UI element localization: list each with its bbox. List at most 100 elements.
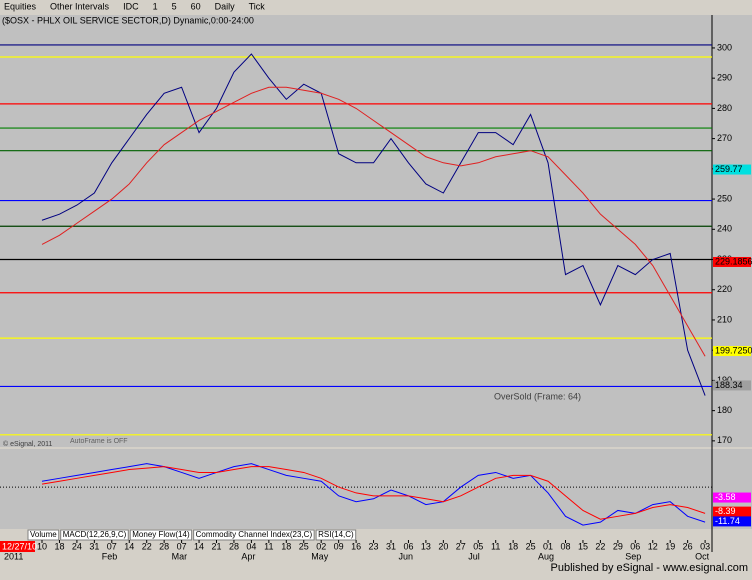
x-tick-label: 18: [54, 541, 64, 551]
tab-label: Commodity Channel Index(23,C): [196, 530, 313, 539]
macd-tag: [713, 506, 751, 517]
chart-title: ($OSX - PHLX OIL SERVICE SECTOR,D) Dynam…: [2, 15, 254, 25]
tab[interactable]: [315, 529, 357, 541]
y-tick-label: 280: [717, 103, 732, 113]
month-label: Jun: [398, 551, 413, 561]
y-tick-label: 270: [717, 133, 732, 143]
tab[interactable]: [129, 529, 193, 541]
x-tick-label: 20: [438, 541, 448, 551]
toolbar-item: 5: [172, 1, 177, 11]
price-tag-label: 188.34: [715, 380, 743, 390]
annotation: AutoFrame is OFF: [70, 438, 128, 445]
x-tick-label: 05: [473, 541, 483, 551]
toolbar: [0, 0, 752, 14]
y-tick-label: 190: [717, 375, 732, 385]
start-box: [0, 541, 35, 552]
month-label: Mar: [172, 551, 188, 561]
tab[interactable]: [193, 529, 315, 541]
toolbar-item: 1: [153, 1, 158, 11]
status-bar: [0, 560, 752, 575]
annotation: OverSold (Frame: 64): [494, 391, 581, 401]
x-tick-label: 06: [630, 541, 640, 551]
tab[interactable]: [27, 529, 60, 541]
x-tick-label: 25: [526, 541, 536, 551]
x-tick-label: 11: [264, 541, 273, 551]
tab-label: Volume: [30, 530, 57, 539]
x-tick-label: 31: [89, 541, 99, 551]
macd-line: [41, 463, 706, 526]
x-tick-label: 18: [281, 541, 291, 551]
price-line: [41, 86, 706, 357]
toolbar-item: Other Intervals: [50, 1, 110, 11]
x-tick-label: 10: [37, 541, 47, 551]
price-tag-label: 199.7250: [715, 345, 752, 355]
x-tick-label: 06: [403, 541, 413, 551]
toolbar-item: IDC: [123, 1, 139, 11]
tab-label: MACD(12,26,9,C): [63, 530, 127, 539]
y-tick-label: 300: [717, 42, 732, 52]
tab-label: Money Flow(14): [132, 530, 190, 539]
x-tick-label: 22: [595, 541, 605, 551]
x-tick-label: 09: [334, 541, 344, 551]
annotation: © eSignal, 2011: [3, 440, 53, 448]
y-tick-label: 180: [717, 405, 732, 415]
y-tick-label: 250: [717, 193, 732, 203]
month-label: Oct: [695, 551, 710, 561]
macd-tag: [713, 516, 751, 527]
x-tick-label: 31: [386, 541, 396, 551]
macd-tag: [713, 492, 751, 503]
footer: Published by eSignal - www.esignal.com: [551, 562, 749, 574]
y-tick-label: 240: [717, 224, 732, 234]
x-tick-label: 24: [72, 541, 82, 551]
x-tick-label: 07: [177, 541, 187, 551]
price-line: [41, 53, 706, 396]
x-tick-label: 14: [194, 541, 204, 551]
macd-tag-label: -8.39: [715, 506, 736, 516]
x-tick-label: 07: [107, 541, 117, 551]
toolbar-item: Equities: [4, 1, 37, 11]
x-tick-label: 22: [142, 541, 152, 551]
x-tick-label: 04: [246, 541, 256, 551]
y-tick-label: 290: [717, 73, 732, 83]
x-tick-label: 23: [369, 541, 379, 551]
macd-tag-label: -11.74: [715, 516, 740, 526]
month-label: Feb: [102, 551, 118, 561]
x-tick-label: 03: [700, 541, 710, 551]
x-tick-label: 27: [456, 541, 466, 551]
price-tag: [713, 256, 751, 267]
x-tick-label: 13: [421, 541, 431, 551]
y-tick-label: 220: [717, 284, 732, 294]
x-tick-label: 28: [159, 541, 169, 551]
x-tick-label: 28: [229, 541, 239, 551]
price-pane: [0, 15, 752, 447]
x-tick-label: 19: [665, 541, 675, 551]
x-tick-label: 02: [316, 541, 326, 551]
price-tag-label: 229.1856: [715, 256, 752, 266]
month-label: 2011: [4, 551, 23, 561]
toolbar-item: Daily: [215, 1, 236, 11]
x-tick-label: 29: [613, 541, 623, 551]
month-label: Aug: [538, 551, 554, 561]
macd-pane: [0, 449, 752, 529]
price-tag: [713, 380, 751, 391]
x-tick-label: 26: [683, 541, 693, 551]
x-tick-label: 08: [560, 541, 570, 551]
month-label: Jul: [468, 551, 480, 561]
x-tick-label: 11: [491, 541, 500, 551]
toolbar-item: Tick: [249, 1, 266, 11]
x-tick-label: 21: [211, 541, 221, 551]
x-tick-label: 15: [578, 541, 588, 551]
x-tick-label: 18: [508, 541, 518, 551]
month-label: May: [311, 551, 329, 561]
x-tick-label: 25: [299, 541, 309, 551]
month-label: Sep: [625, 551, 641, 561]
start-date: 12/27/10: [2, 541, 37, 551]
x-tick-label: 12: [648, 541, 658, 551]
price-tag: [713, 346, 751, 357]
y-tick-label: 210: [717, 314, 732, 324]
x-tick-label: 14: [124, 541, 134, 551]
toolbar-item: 60: [191, 1, 201, 11]
x-tick-label: 01: [543, 541, 553, 551]
